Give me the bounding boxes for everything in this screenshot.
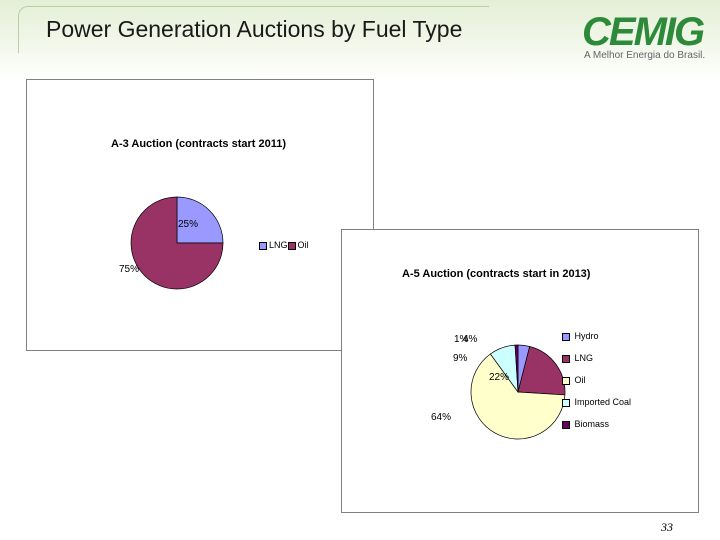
data-label-biomass: 1% [454, 334, 469, 345]
legend-swatch-oil [287, 241, 296, 250]
cemig-logo: CEMIG [582, 10, 705, 54]
legend-swatch-hydro [562, 332, 570, 341]
data-label-oil: 64% [431, 412, 451, 423]
header-frame [18, 6, 489, 53]
pie-slice-lng [517, 346, 566, 396]
legend-label-lng: LNG [574, 353, 594, 363]
chart-a3-auction: A-3 Auction (contracts start 2011) 25% 75… [26, 79, 374, 351]
legend-a3: LNG Oil [259, 240, 309, 250]
pie-slice-oil [470, 353, 566, 440]
pie-slice-biomass [514, 344, 519, 393]
legend-item-imported-coal: Imported Coal [562, 397, 631, 407]
legend-item-biomass: Biomass [562, 419, 609, 429]
data-label-oil: 75% [119, 264, 139, 275]
data-label-lng: 22% [489, 372, 509, 383]
legend-swatch-lng [562, 354, 570, 363]
data-label-lng: 25% [178, 219, 198, 230]
legend-swatch-biomass [562, 420, 570, 429]
legend-label-oil: Oil [574, 375, 586, 385]
chart-title: A-5 Auction (contracts start in 2013) [402, 268, 591, 280]
legend-item-hydro: Hydro [562, 331, 599, 341]
legend-swatch-imported-coal [562, 398, 570, 407]
pie-chart-a5: 4% 22% 64% 9% 1% [431, 334, 566, 440]
legend-label-oil: Oil [297, 240, 309, 250]
legend-label-lng: LNG [269, 240, 288, 250]
page-title: Power Generation Auctions by Fuel Type [46, 16, 463, 42]
legend-swatch-oil [562, 376, 570, 385]
legend-label-hydro: Hydro [574, 331, 599, 341]
header-band [0, 0, 720, 80]
legend-swatch-lng [259, 241, 267, 250]
chart-a5-auction: A-5 Auction (contracts start in 2013) 4%… [341, 229, 699, 513]
page-number: 33 [661, 520, 673, 534]
pie-slice-oil [130, 196, 224, 290]
pie-chart-a3: 25% 75% [119, 196, 224, 290]
logo-tagline: A Melhor Energia do Brasil. [584, 50, 706, 61]
legend-label-imported-coal: Imported Coal [574, 397, 632, 407]
legend-item-oil: Oil [562, 375, 586, 385]
data-label-imported-coal: 9% [453, 353, 468, 364]
legend-label-biomass: Biomass [574, 419, 610, 429]
legend-item-lng: LNG [562, 353, 593, 363]
data-label-hydro: 4% [463, 334, 478, 345]
chart-title: A-3 Auction (contracts start 2011) [111, 138, 287, 150]
pie-slice-lng [176, 196, 224, 244]
